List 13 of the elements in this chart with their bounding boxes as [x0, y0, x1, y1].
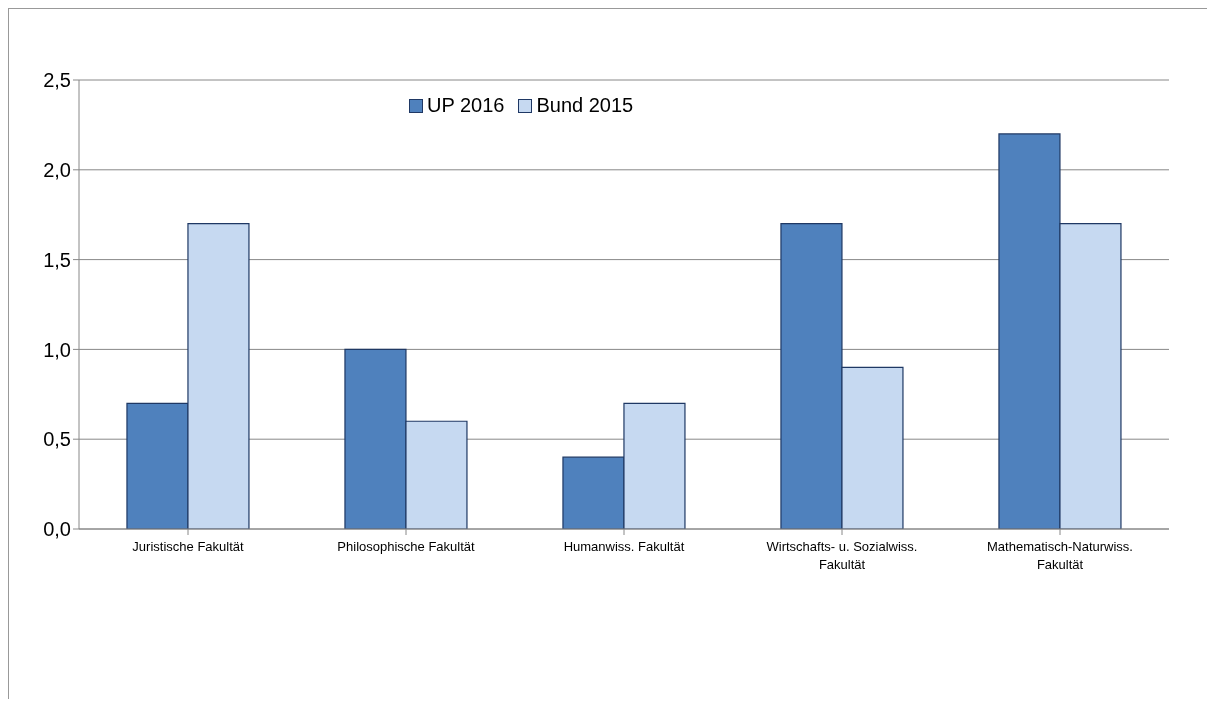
y-tick-label: 0,5 [43, 428, 71, 451]
x-tick-label: Humanwiss. Fakultät [563, 539, 685, 554]
x-tick-label: Philosophische Fakultät [337, 539, 476, 554]
x-tick-label: Juristische Fakultät [132, 539, 245, 554]
legend-label: UP 2016 [426, 94, 505, 117]
x-tick-label: Wirtschafts- u. Sozialwiss. Fakultät [766, 539, 918, 572]
y-tick-label: 1,0 [43, 338, 71, 361]
legend-label: Bund 2015 [535, 94, 634, 117]
y-tick-label: 0,0 [43, 518, 71, 541]
y-tick-label: 1,5 [43, 248, 71, 271]
x-tick-label: Mathematisch-Naturwiss. Fakultät [987, 539, 1133, 572]
y-tick-label: 2,5 [43, 69, 71, 92]
y-tick-label: 2,0 [43, 158, 71, 181]
